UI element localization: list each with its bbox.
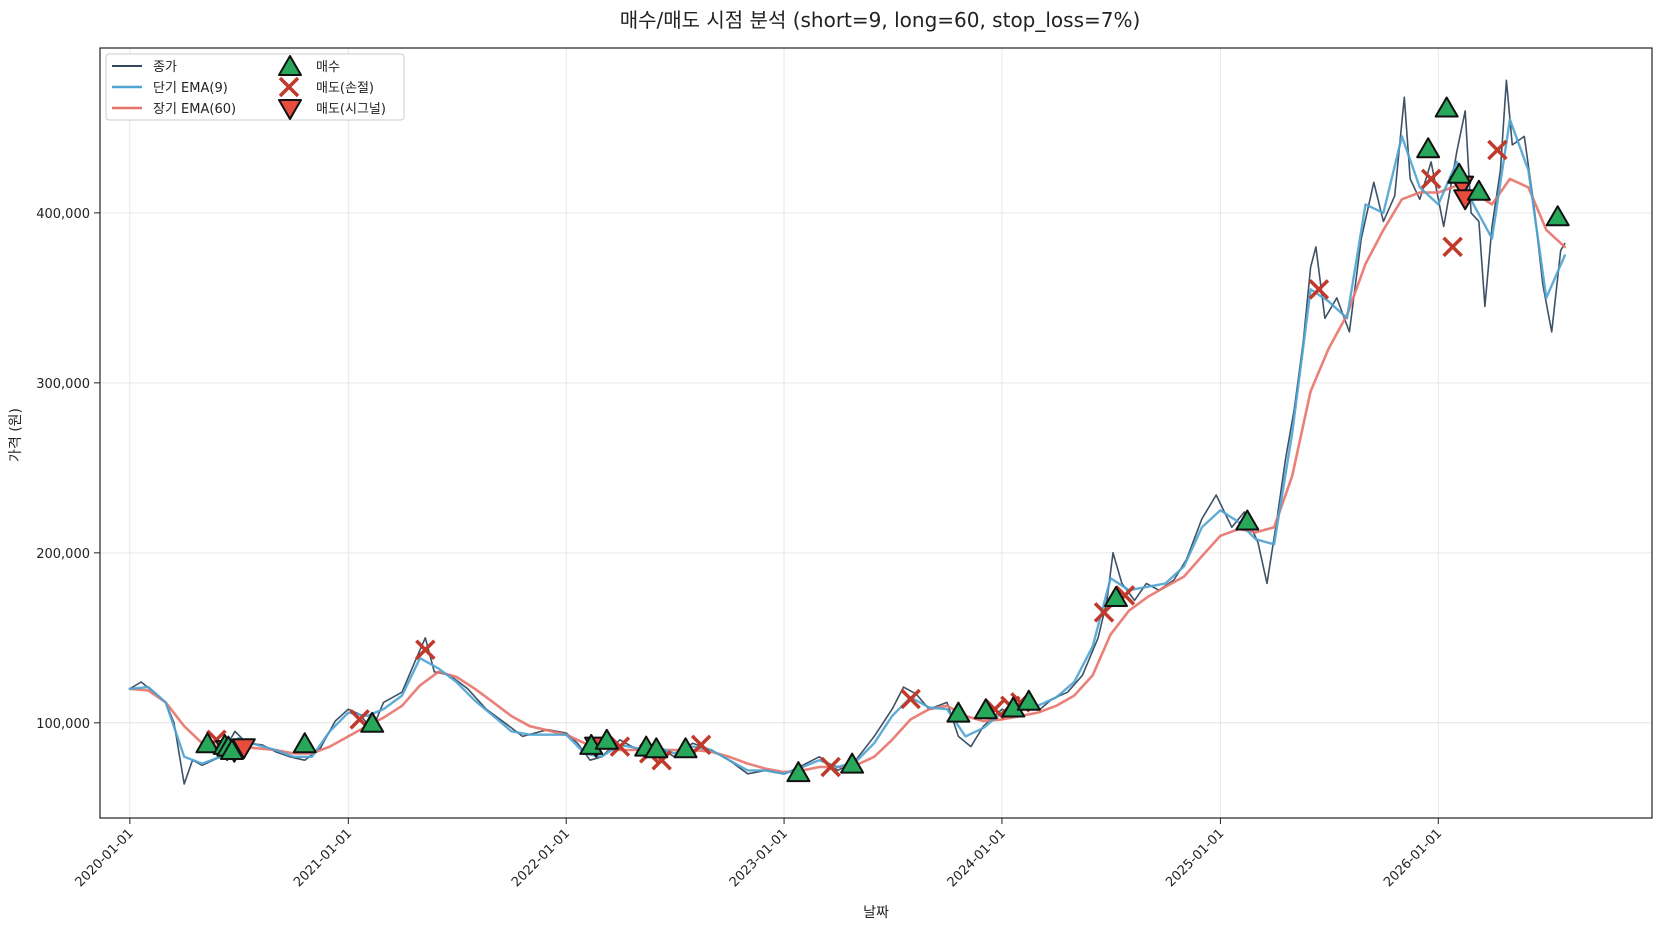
buy-marker xyxy=(1447,162,1472,184)
legend-label-ema-long: 장기 EMA(60) xyxy=(153,102,236,117)
y-tick-label: 100,000 xyxy=(36,717,90,732)
x-tick-label: 2024-01-01 xyxy=(945,826,1009,890)
sell-stop-stroke xyxy=(820,756,841,778)
legend-label-sell-signal: 매도(시그널) xyxy=(316,102,386,117)
grid xyxy=(100,48,1652,818)
buy-marker xyxy=(946,701,971,723)
y-axis-label: 가격 (원) xyxy=(8,408,24,462)
x-tick-label: 2025-01-01 xyxy=(1163,826,1227,890)
legend-swatch-buy xyxy=(278,55,302,76)
buy-marker xyxy=(1434,96,1459,118)
buy-marker xyxy=(1016,689,1041,711)
legend: 종가 단기 EMA(9) 장기 EMA(60) 매수 매도(손절) 매도(시그널… xyxy=(105,53,405,121)
y-tick-label: 200,000 xyxy=(36,547,90,562)
sell-stop-stroke xyxy=(1308,279,1330,300)
buy-marker xyxy=(673,737,698,759)
buy-marker xyxy=(973,698,998,720)
buy-marker xyxy=(786,761,811,783)
sell-stop-stroke xyxy=(609,736,631,757)
sell-stop-stroke xyxy=(690,734,712,756)
x-tick-label: 2026-01-01 xyxy=(1381,826,1445,890)
buy-marker xyxy=(1235,509,1260,531)
sell-signal-marker xyxy=(231,738,256,760)
buy-marker xyxy=(594,728,619,750)
legend-swatch-sell-stop xyxy=(278,76,300,98)
sell-stop-stroke xyxy=(415,639,436,660)
sell-stop-marker xyxy=(820,756,841,778)
buy-marker xyxy=(195,732,220,754)
sell-stop-stroke xyxy=(349,709,370,730)
plot-area xyxy=(100,48,1652,818)
buy-marker xyxy=(360,711,385,733)
sell-stop-stroke xyxy=(900,688,921,710)
x-tick-label: 2021-01-01 xyxy=(291,826,355,890)
sell-stop-stroke xyxy=(651,749,672,771)
y-tick-label: 300,000 xyxy=(36,377,90,392)
buy-marker xyxy=(1416,137,1441,159)
legend-label-ema-short: 단기 EMA(9) xyxy=(153,81,228,96)
x-tick-label: 2020-01-01 xyxy=(73,826,137,890)
legend-swatch-sell-signal xyxy=(278,99,302,120)
buy-marker xyxy=(219,739,244,761)
buy-marker xyxy=(1466,179,1491,201)
sell-stop-stroke xyxy=(1420,168,1442,190)
marker-layer xyxy=(195,96,1570,783)
sell-stop-marker xyxy=(415,639,436,660)
sell-stop-marker xyxy=(1487,139,1508,161)
x-axis-label: 날짜 xyxy=(863,905,889,921)
sell-stop-marker xyxy=(1442,236,1463,258)
sell-stop-marker xyxy=(1308,279,1330,300)
sell-stop-marker xyxy=(900,688,921,710)
plot-frame xyxy=(99,47,1653,819)
buy-marker xyxy=(1545,205,1570,227)
x-tick-label: 2023-01-01 xyxy=(727,826,791,890)
buy-marker xyxy=(840,752,865,774)
x-axis: 2020-01-01 2021-01-01 2022-01-01 2023-01-01… xyxy=(73,818,1445,890)
legend-box xyxy=(105,53,405,121)
y-tick-label: 400,000 xyxy=(36,207,90,222)
sell-stop-marker xyxy=(690,734,712,756)
sell-stop-stroke xyxy=(1487,139,1508,161)
legend-label-close: 종가 xyxy=(153,60,177,75)
chart-title: 매수/매도 시점 분석 (short=9, long=60, stop_loss… xyxy=(620,8,1141,32)
sell-stop-stroke xyxy=(1442,236,1463,258)
sell-stop-marker xyxy=(1420,168,1442,190)
buy-marker xyxy=(1103,586,1128,608)
buy-marker xyxy=(292,732,317,754)
legend-label-sell-stop: 매도(손절) xyxy=(316,81,374,96)
x-tick-label: 2022-01-01 xyxy=(509,826,573,890)
legend-label-buy: 매수 xyxy=(316,60,340,75)
y-axis: 100,000 200,000 300,000 400,000 xyxy=(36,207,100,732)
buy-marker xyxy=(644,737,669,759)
